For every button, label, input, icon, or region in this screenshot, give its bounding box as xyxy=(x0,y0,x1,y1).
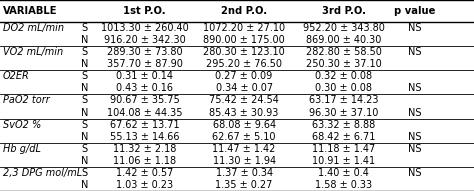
Text: 11.47 ± 1.42: 11.47 ± 1.42 xyxy=(212,144,276,154)
Text: VARIABLE: VARIABLE xyxy=(3,6,57,16)
Text: 55.13 ± 14.66: 55.13 ± 14.66 xyxy=(110,132,179,142)
Text: S: S xyxy=(82,120,88,129)
Text: 62.67 ± 5.10: 62.67 ± 5.10 xyxy=(212,132,276,142)
Text: O2ER: O2ER xyxy=(3,71,29,81)
Text: 63.17 ± 14.23: 63.17 ± 14.23 xyxy=(309,96,378,105)
Text: N: N xyxy=(81,156,89,166)
Text: 2,3 DPG mol/mL: 2,3 DPG mol/mL xyxy=(3,168,82,178)
Text: PaO2 torr: PaO2 torr xyxy=(3,96,50,105)
Text: 1.35 ± 0.27: 1.35 ± 0.27 xyxy=(215,180,273,190)
Text: 0.30 ± 0.08: 0.30 ± 0.08 xyxy=(315,83,372,93)
Text: N: N xyxy=(81,180,89,190)
Text: 11.30 ± 1.94: 11.30 ± 1.94 xyxy=(212,156,276,166)
Text: 869.00 ± 40.30: 869.00 ± 40.30 xyxy=(306,35,382,45)
Text: N: N xyxy=(81,59,89,69)
Text: 1072.20 ± 27.10: 1072.20 ± 27.10 xyxy=(203,23,285,33)
Text: 90.67 ± 35.75: 90.67 ± 35.75 xyxy=(109,96,180,105)
Text: Hb g/dL: Hb g/dL xyxy=(3,144,41,154)
Text: NS: NS xyxy=(408,144,421,154)
Text: 890.00 ± 175.00: 890.00 ± 175.00 xyxy=(203,35,285,45)
Text: 0.32 ± 0.08: 0.32 ± 0.08 xyxy=(315,71,372,81)
Text: S: S xyxy=(82,96,88,105)
Text: 1013.30 ± 260.40: 1013.30 ± 260.40 xyxy=(100,23,189,33)
Text: 357.70 ± 87.90: 357.70 ± 87.90 xyxy=(107,59,182,69)
Text: 289.30 ± 73.80: 289.30 ± 73.80 xyxy=(107,47,182,57)
Text: 295.20 ± 76.50: 295.20 ± 76.50 xyxy=(206,59,282,69)
Text: 96.30 ± 37.10: 96.30 ± 37.10 xyxy=(309,108,378,117)
Text: NS: NS xyxy=(408,23,421,33)
Text: 1.03 ± 0.23: 1.03 ± 0.23 xyxy=(116,180,173,190)
Text: 0.34 ± 0.07: 0.34 ± 0.07 xyxy=(216,83,273,93)
Text: 1.37 ± 0.34: 1.37 ± 0.34 xyxy=(216,168,273,178)
Text: NS: NS xyxy=(408,168,421,178)
Text: 1st P.O.: 1st P.O. xyxy=(123,6,166,16)
Text: 10.91 ± 1.41: 10.91 ± 1.41 xyxy=(312,156,375,166)
Text: 3rd P.O.: 3rd P.O. xyxy=(322,6,365,16)
Text: 952.20 ± 343.80: 952.20 ± 343.80 xyxy=(303,23,384,33)
Text: 282.80 ± 58.50: 282.80 ± 58.50 xyxy=(306,47,382,57)
Text: 68.42 ± 6.71: 68.42 ± 6.71 xyxy=(312,132,375,142)
Text: 1.58 ± 0.33: 1.58 ± 0.33 xyxy=(315,180,372,190)
Text: 68.08 ± 9.64: 68.08 ± 9.64 xyxy=(212,120,276,129)
Text: N: N xyxy=(81,108,89,117)
Text: 104.08 ± 44.35: 104.08 ± 44.35 xyxy=(107,108,182,117)
Text: SvO2 %: SvO2 % xyxy=(3,120,41,129)
Text: DO2 mL/min: DO2 mL/min xyxy=(3,23,64,33)
Text: VO2 mL/min: VO2 mL/min xyxy=(3,47,63,57)
Text: 11.06 ± 1.18: 11.06 ± 1.18 xyxy=(113,156,176,166)
Text: S: S xyxy=(82,23,88,33)
Text: N: N xyxy=(81,132,89,142)
Text: 67.62 ± 13.71: 67.62 ± 13.71 xyxy=(110,120,179,129)
Text: 0.31 ± 0.14: 0.31 ± 0.14 xyxy=(116,71,173,81)
Text: p value: p value xyxy=(394,6,436,16)
Text: NS: NS xyxy=(408,83,421,93)
Text: 1.40 ± 0.4: 1.40 ± 0.4 xyxy=(318,168,369,178)
Text: S: S xyxy=(82,71,88,81)
Text: 75.42 ± 24.54: 75.42 ± 24.54 xyxy=(209,96,279,105)
Text: 0.27 ± 0.09: 0.27 ± 0.09 xyxy=(216,71,273,81)
Text: 85.43 ± 30.93: 85.43 ± 30.93 xyxy=(210,108,279,117)
Text: 280.30 ± 123.10: 280.30 ± 123.10 xyxy=(203,47,285,57)
Text: 2nd P.O.: 2nd P.O. xyxy=(221,6,267,16)
Text: N: N xyxy=(81,35,89,45)
Text: NS: NS xyxy=(408,47,421,57)
Text: N: N xyxy=(81,83,89,93)
Text: 11.32 ± 2.18: 11.32 ± 2.18 xyxy=(113,144,176,154)
Text: 11.18 ± 1.47: 11.18 ± 1.47 xyxy=(312,144,375,154)
Text: 916.20 ± 342.30: 916.20 ± 342.30 xyxy=(104,35,185,45)
Text: S: S xyxy=(82,47,88,57)
Text: 250.30 ± 37.10: 250.30 ± 37.10 xyxy=(306,59,382,69)
Text: S: S xyxy=(82,168,88,178)
Text: 63.32 ± 8.88: 63.32 ± 8.88 xyxy=(312,120,375,129)
Text: 1.42 ± 0.57: 1.42 ± 0.57 xyxy=(116,168,173,178)
Text: NS: NS xyxy=(408,108,421,117)
Text: S: S xyxy=(82,144,88,154)
Text: NS: NS xyxy=(408,132,421,142)
Text: 0.43 ± 0.16: 0.43 ± 0.16 xyxy=(116,83,173,93)
